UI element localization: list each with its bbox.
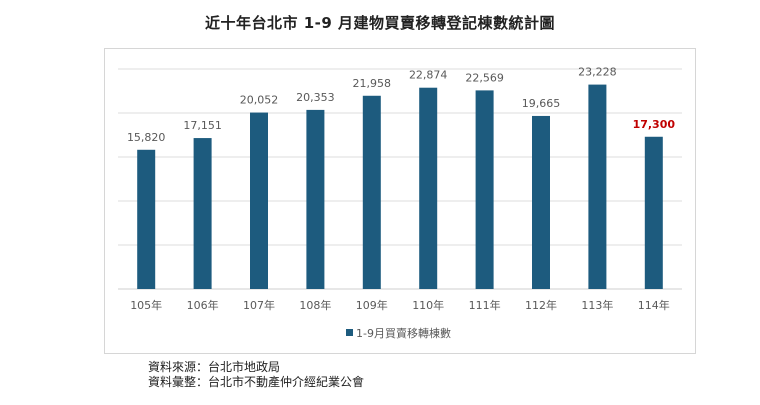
bar: [193, 138, 212, 289]
chart-title: 近十年台北市 1-9 月建物買賣移轉登記棟數統計圖: [204, 14, 556, 32]
bar: [532, 115, 550, 289]
source-notes: 資料來源：台北市地政局 資料彙整：台北市不動產仲介經紀業公會: [148, 360, 364, 390]
source-line-1: 資料來源：台北市地政局: [148, 360, 281, 374]
legend-swatch: [346, 329, 353, 336]
source-line-2: 資料彙整：台北市不動產仲介經紀業公會: [148, 375, 365, 389]
bar: [419, 87, 438, 289]
data-label: 21,958: [353, 77, 392, 90]
data-label: 22,874: [409, 69, 448, 82]
x-tick-label: 105年: [130, 298, 162, 312]
x-tick-label: 113年: [581, 298, 613, 312]
bar: [475, 90, 494, 290]
data-label: 17,151: [183, 119, 222, 132]
bar: [250, 112, 268, 290]
bar: [137, 149, 156, 289]
x-tick-label: 112年: [525, 298, 557, 312]
x-tick-label: 109年: [356, 298, 388, 312]
x-tick-label: 110年: [412, 298, 444, 312]
data-label: 19,665: [522, 97, 561, 110]
x-tick-label: 111年: [469, 298, 501, 312]
data-label: 23,228: [578, 66, 617, 79]
x-tick-label: 108年: [299, 298, 331, 312]
bar: [306, 109, 325, 289]
x-tick-label: 114年: [638, 298, 670, 312]
bar: [588, 84, 607, 289]
x-tick-label: 107年: [243, 298, 275, 312]
data-label: 20,052: [240, 94, 279, 107]
data-label: 20,353: [296, 91, 335, 104]
data-label: 22,569: [465, 71, 504, 84]
data-label: 17,300: [633, 118, 676, 131]
bar: [644, 136, 663, 289]
bar: [362, 95, 381, 290]
x-tick-label: 106年: [187, 298, 219, 312]
data-label: 15,820: [127, 131, 166, 144]
legend-label: 1-9月買賣移轉棟數: [356, 326, 451, 340]
